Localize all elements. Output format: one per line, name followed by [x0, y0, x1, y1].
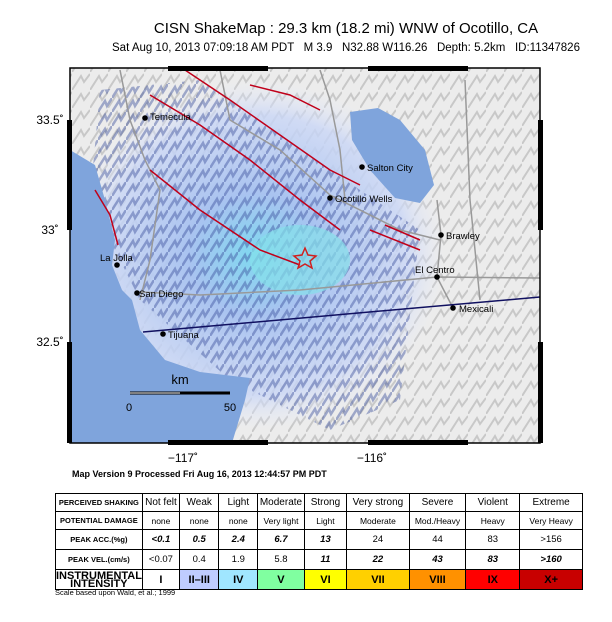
table-cell: >156 — [519, 529, 583, 550]
table-cell: 2.4 — [218, 529, 259, 550]
row-header: PEAK VEL.(cm/s) — [55, 549, 143, 570]
table-cell: none — [218, 511, 259, 530]
city-dot — [160, 331, 166, 337]
table-cell: Severe — [408, 493, 467, 512]
table-cell: Moderate — [346, 511, 410, 530]
table-cell: Mod./Heavy — [408, 511, 467, 530]
table-cell: Heavy — [465, 511, 521, 530]
table-cell: 5.8 — [257, 549, 305, 570]
lat-label: 33˚ — [41, 223, 58, 237]
table-cell: 24 — [346, 529, 410, 550]
city-label: La Jolla — [100, 253, 133, 264]
table-cell: <0.1 — [141, 529, 181, 550]
city-label: Ocotillo Wells — [335, 194, 393, 205]
table-cell: 11 — [303, 549, 348, 570]
city-dot — [142, 115, 148, 121]
city-label: Brawley — [446, 231, 480, 242]
row-header: POTENTIAL DAMAGE — [55, 511, 143, 530]
table-cell: X+ — [519, 569, 583, 590]
table-cell: none — [179, 511, 220, 530]
lon-label: −116˚ — [357, 451, 387, 465]
map: Temecula Salton City Ocotillo Wells Brawley… — [36, 66, 543, 465]
table-cell: 83 — [465, 549, 521, 570]
table-cell: Very strong — [346, 493, 410, 512]
table-cell: VIII — [408, 569, 467, 590]
subtitle: Sat Aug 10, 2013 07:09:18 AM PDT M 3.9 N… — [112, 42, 580, 54]
map-version: Map Version 9 Processed Fri Aug 16, 2013… — [72, 469, 327, 479]
table-row: PEAK VEL.(cm/s) <0.07 0.4 1.9 5.8 11 22 43 83 >16… — [55, 549, 583, 570]
row-header: PERCEIVED SHAKING — [55, 493, 143, 512]
table-cell: VI — [303, 569, 348, 590]
table-cell: Violent — [465, 493, 521, 512]
table-cell: <0.07 — [141, 549, 181, 570]
city-label: El Centro — [415, 265, 455, 276]
table-cell: >160 — [519, 549, 583, 570]
scale-unit: km — [171, 372, 188, 387]
table-row: PERCEIVED SHAKING Not felt Weak Light Modera… — [55, 493, 583, 512]
city-dot — [134, 290, 140, 296]
lat-label: 32.5˚ — [36, 335, 63, 349]
table-cell: 0.5 — [179, 529, 220, 550]
table-row: PEAK ACC.(%g) <0.1 0.5 2.4 6.7 13 24 44 83 >156 — [55, 529, 583, 550]
intensity-table: PERCEIVED SHAKING Not felt Weak Light Modera… — [55, 493, 583, 590]
city-dot — [434, 274, 440, 280]
table-cell: Extreme — [519, 493, 583, 512]
city-label: Mexicali — [459, 304, 493, 315]
table-cell: IV — [218, 569, 259, 590]
table-row: INSTRUMENTAL INTENSITY I II–III IV V VI VII VII… — [55, 569, 583, 590]
table-cell: II–III — [179, 569, 220, 590]
city-dot — [327, 195, 333, 201]
lon-label: −117˚ — [168, 451, 198, 465]
city-label: Tijuana — [168, 330, 200, 341]
table-cell: Not felt — [141, 493, 181, 512]
table-cell: 1.9 — [218, 549, 259, 570]
city-dot — [438, 232, 444, 238]
table-cell: Strong — [303, 493, 348, 512]
table-cell: Weak — [179, 493, 220, 512]
table-cell: Moderate — [257, 493, 305, 512]
table-row: POTENTIAL DAMAGE none none none Very light Li… — [55, 511, 583, 530]
city-dot — [450, 305, 456, 311]
table-cell: I — [141, 569, 181, 590]
footnote: Scale based upon Wald, et al.; 1999 — [55, 588, 176, 597]
table-cell: VII — [346, 569, 410, 590]
table-cell: Light — [218, 493, 259, 512]
table-cell: 44 — [408, 529, 467, 550]
scale-end: 50 — [224, 402, 236, 414]
table-cell: Very Heavy — [519, 511, 583, 530]
table-cell: none — [141, 511, 181, 530]
row-header: INSTRUMENTAL INTENSITY — [55, 569, 143, 590]
table-cell: Very light — [257, 511, 305, 530]
city-label: San Diego — [139, 289, 183, 300]
table-cell: 0.4 — [179, 549, 220, 570]
table-cell: 43 — [408, 549, 467, 570]
row-header: PEAK ACC.(%g) — [55, 529, 143, 550]
table-cell: 22 — [346, 549, 410, 570]
table-cell: Light — [303, 511, 348, 530]
city-dot — [359, 164, 365, 170]
scale-start: 0 — [126, 402, 132, 414]
table-cell: V — [257, 569, 305, 590]
table-cell: 6.7 — [257, 529, 305, 550]
table-cell: 13 — [303, 529, 348, 550]
city-label: Temecula — [150, 112, 191, 123]
title: CISN ShakeMap : 29.3 km (18.2 mi) WNW of… — [153, 20, 539, 37]
city-label: Salton City — [367, 163, 413, 174]
lat-label: 33.5˚ — [36, 113, 63, 127]
city-dot — [114, 262, 120, 268]
table-cell: IX — [465, 569, 521, 590]
table-cell: 83 — [465, 529, 521, 550]
